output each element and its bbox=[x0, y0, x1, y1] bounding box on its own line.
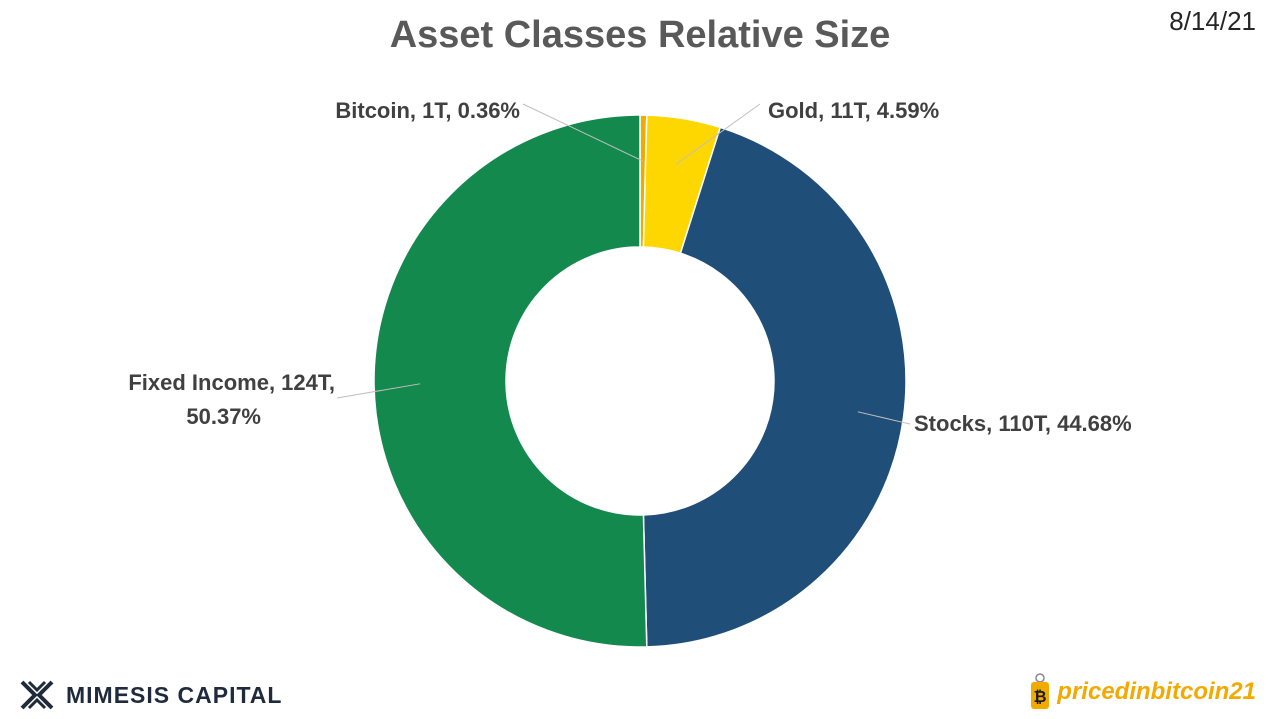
chart-title: Asset Classes Relative Size bbox=[389, 14, 891, 56]
leader-fixed-income bbox=[336, 383, 421, 399]
svg-text:₿: ₿ bbox=[1034, 688, 1047, 706]
slice-labels: Bitcoin, 1T, 0.36% Gold, 11T, 4.59% Stocks… bbox=[128, 98, 1131, 436]
donut-slices bbox=[373, 114, 907, 648]
slice-fixed-income bbox=[373, 114, 648, 648]
slice-stocks bbox=[642, 126, 907, 648]
leader-bitcoin bbox=[522, 103, 644, 162]
leader-gold bbox=[676, 103, 761, 165]
label-bitcoin: Bitcoin, 1T, 0.36% bbox=[335, 98, 520, 123]
bitcoin-tag-icon: ₿ bbox=[1031, 673, 1050, 709]
mimesis-brand-text: MIMESIS CAPITAL bbox=[66, 681, 283, 708]
pricedinbitcoin-logo: ₿ pricedinbitcoin21 bbox=[1029, 672, 1256, 712]
label-gold: Gold, 11T, 4.59% bbox=[768, 98, 939, 123]
label-stocks: Stocks, 110T, 44.68% bbox=[914, 411, 1132, 436]
mimesis-logo-icon bbox=[20, 680, 54, 710]
label-fixed-income: Fixed Income, 124T, 50.37% bbox=[128, 370, 335, 429]
pricedinbitcoin-brand-text: pricedinbitcoin21 bbox=[1057, 678, 1256, 705]
label-leaders bbox=[336, 103, 911, 425]
leader-stocks bbox=[857, 411, 911, 425]
chart-date: 8/14/21 bbox=[1169, 6, 1256, 36]
mimesis-capital-logo: MIMESIS CAPITAL bbox=[20, 678, 282, 712]
